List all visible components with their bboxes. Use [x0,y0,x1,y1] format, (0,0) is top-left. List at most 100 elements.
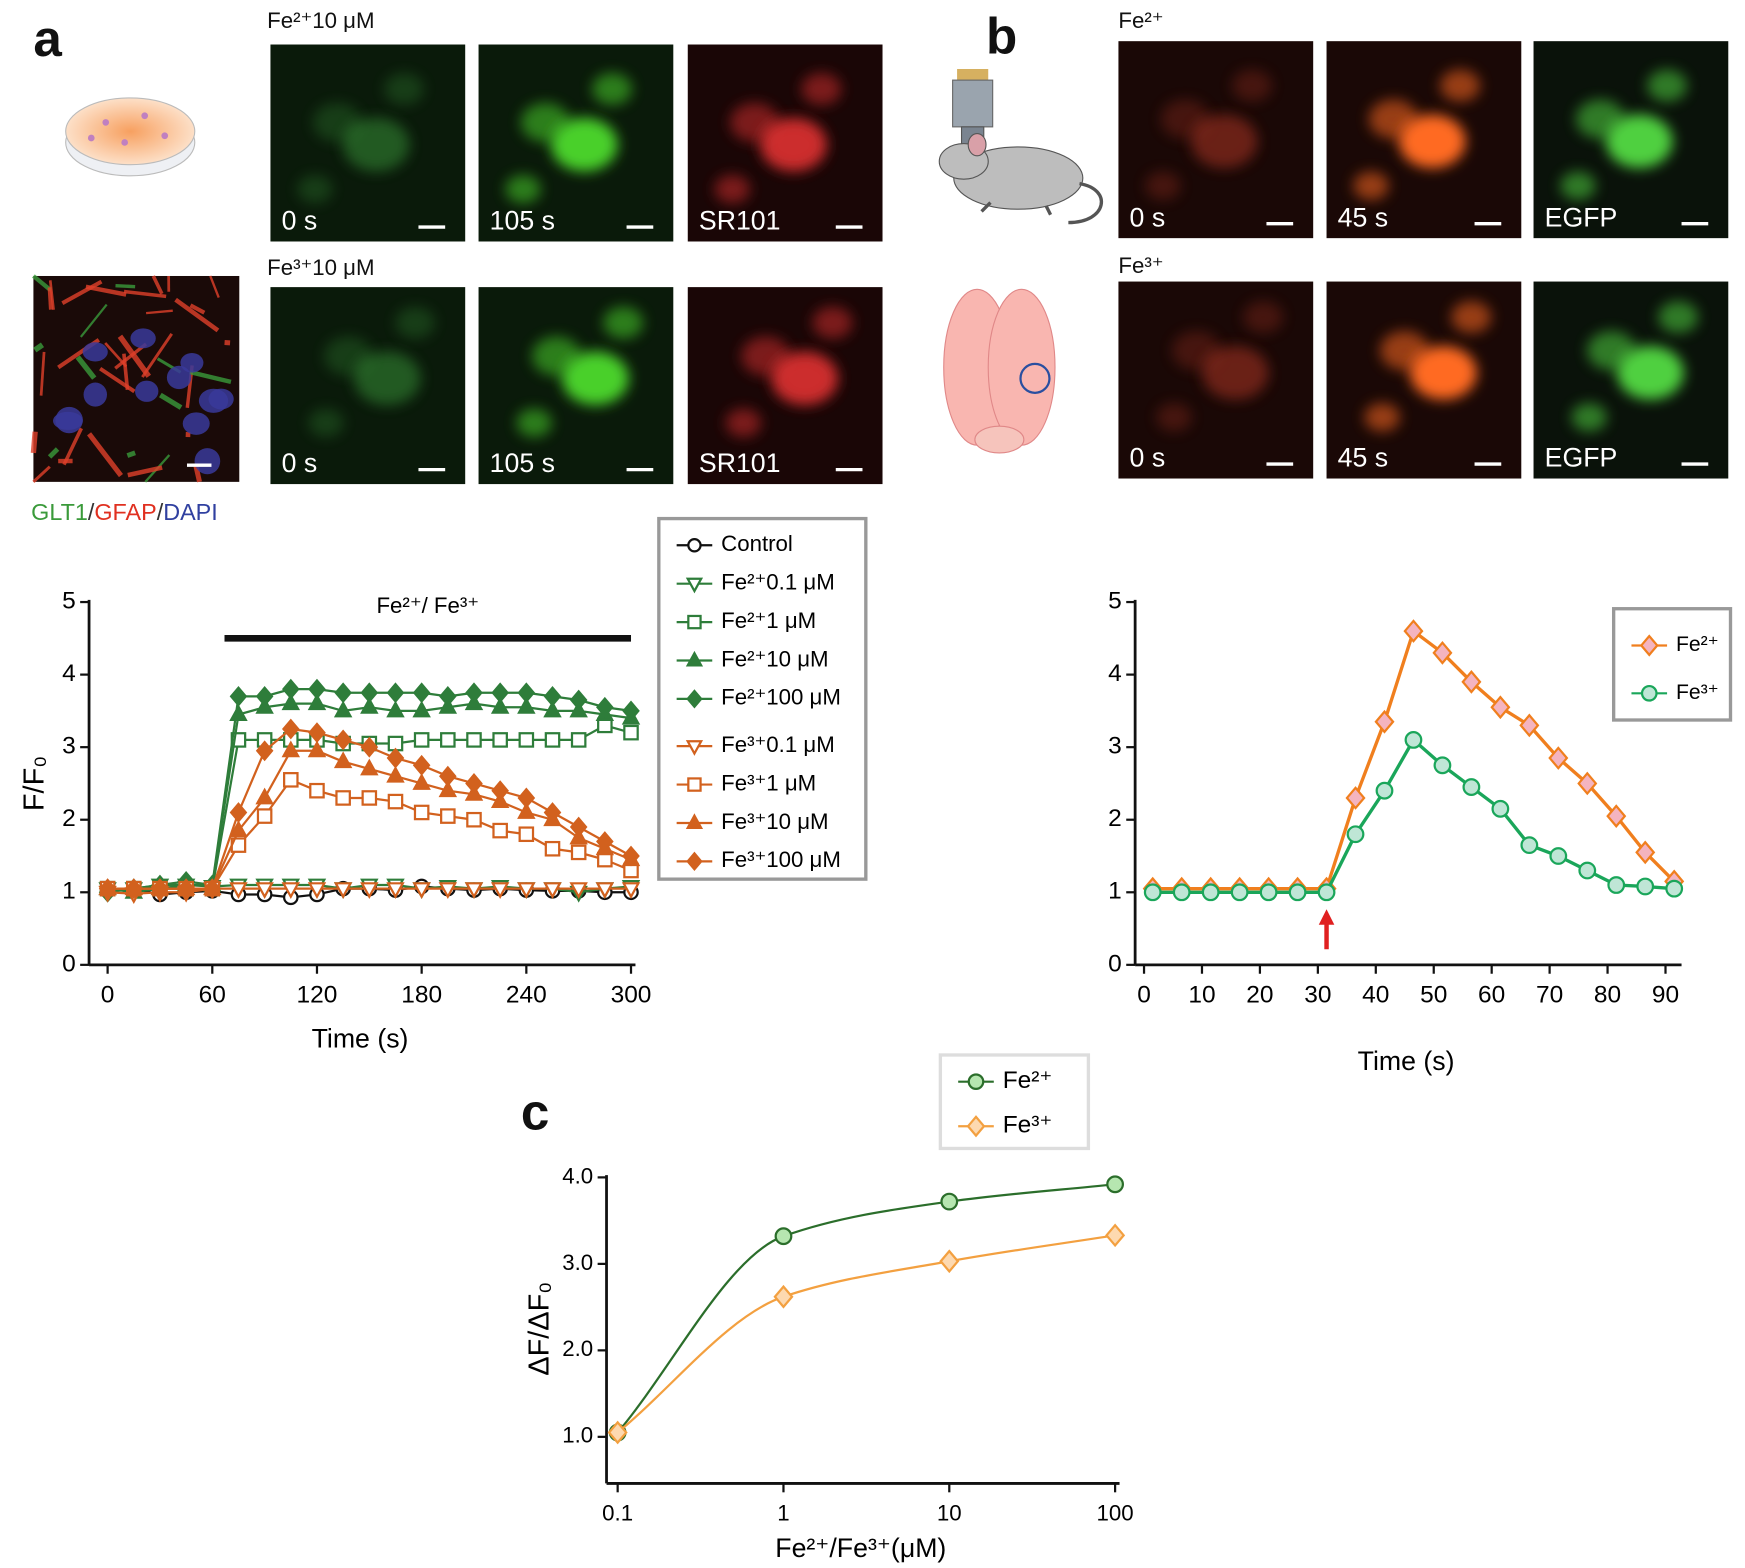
fiber [47,447,60,459]
x-tick-label: 50 [1420,981,1447,1008]
marker [621,882,641,899]
marker [360,696,379,714]
legend-label: Fe³⁺0.1 μM [721,732,835,757]
cell-signal [308,408,344,438]
cell-signal [1243,301,1284,334]
marker [685,577,704,594]
cell-signal [714,174,751,204]
marker [98,878,117,900]
marker [596,696,614,718]
marker [360,736,379,758]
legend-label: Fe²⁺100 μM [721,685,841,710]
marker [229,802,248,823]
marker [282,678,300,700]
y-tick-label: 1 [1108,878,1122,905]
marker [466,811,482,828]
x-tick-label: 90 [1652,981,1679,1008]
y-tick-label: 3.0 [562,1250,593,1275]
cell-signal [1190,114,1258,169]
cell-signal [812,306,853,339]
x-tick-label: 80 [1594,981,1621,1008]
marker [595,882,615,899]
marker [1491,799,1510,818]
cell-signal [725,408,762,438]
marker [440,808,456,824]
fiber [159,392,183,410]
brain-illustration [943,288,1056,454]
marker [1432,640,1453,665]
x-tick-label: 0 [1137,981,1151,1008]
fiber [141,332,173,378]
image-label: 105 s [490,206,555,236]
marker [774,1227,793,1246]
y-tick-label: 2 [1108,805,1122,832]
x-tick-label: 10 [1188,981,1215,1008]
cell-signal [1201,346,1269,400]
marker [1640,684,1658,702]
marker [518,826,535,843]
legend-label: Fe³⁺1 μM [721,770,816,795]
marker [438,780,458,798]
marker [569,689,588,711]
y-tick-label: 4 [62,660,76,687]
cell-signal [760,117,827,172]
fiber [117,334,152,378]
marker [1288,883,1307,902]
marker [622,700,640,722]
marker [570,732,587,748]
x-tick-label: 30 [1304,981,1331,1008]
stain-caption: GLT1/GFAP/DAPI [31,499,218,525]
nucleus [180,352,204,373]
marker [1639,634,1659,657]
cell-signal [1605,114,1673,169]
marker [517,882,536,899]
marker [607,1420,628,1445]
image-label: 45 s [1338,443,1388,473]
x-tick-label: 300 [611,981,652,1008]
image-label: SR101 [699,206,781,236]
cell-signal [1364,403,1400,432]
y-axis-title: ΔF/ΔF₀ [524,1282,556,1376]
marker [570,844,587,861]
cell-signal [771,351,839,406]
cell-signal [1571,403,1607,432]
marker [386,747,405,769]
marker [281,740,301,758]
y-tick-label: 4.0 [562,1163,593,1188]
marker [360,882,379,899]
fiber [127,465,163,478]
row-title: Fe²⁺ [1118,8,1163,33]
fiber [115,283,136,289]
fiber [151,275,164,295]
marker [686,689,703,709]
cell-signal [603,306,644,339]
y-tick-label: 1 [62,878,76,905]
image-label: 105 s [490,448,555,478]
marker [360,758,379,776]
legend-box [938,1053,1091,1151]
stain-part: GFAP [94,499,156,525]
fiber [47,287,53,310]
marker [543,882,562,899]
marker [1665,879,1684,898]
fiber [104,342,128,368]
x-axis-title: Time (s) [1358,1046,1455,1076]
x-tick-label: 0 [101,981,115,1008]
marker [335,790,351,806]
cell-signal [562,351,629,406]
marker [1106,1175,1125,1194]
cell-signal [516,408,553,438]
marker [596,831,614,852]
legend-label: Fe²⁺1 μM [721,608,816,633]
marker [517,682,536,704]
mouse-illustration [938,68,1104,225]
fiber [32,465,51,483]
image-label: EGFP [1545,443,1618,473]
marker [255,740,274,762]
marker [281,693,301,711]
marker [307,693,327,711]
marker [333,700,353,718]
marker [966,1115,986,1138]
marker [1490,695,1511,720]
